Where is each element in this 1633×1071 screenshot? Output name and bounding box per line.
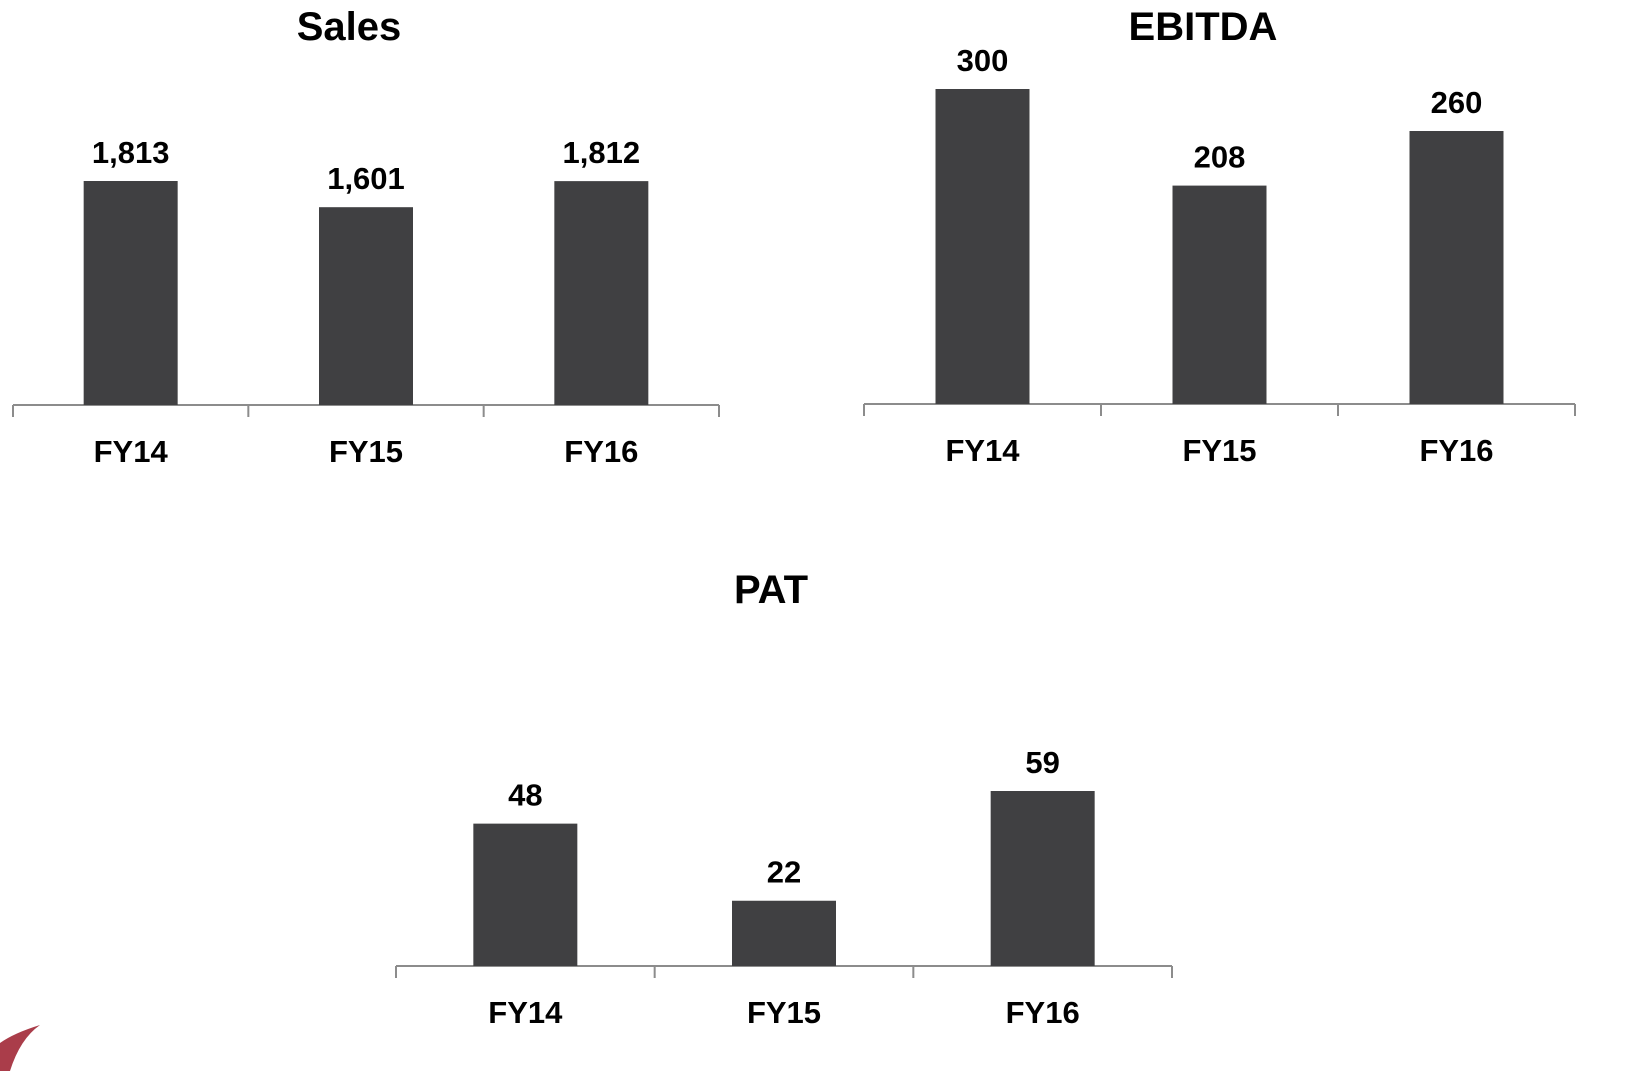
ebitda-chart-title: EBITDA (1129, 5, 1278, 49)
pat-value-label: 59 (1025, 745, 1059, 780)
ebitda-category-label: FY15 (1182, 433, 1256, 468)
ebitda-value-label: 208 (1194, 140, 1246, 175)
ebitda-bar-fy16 (1409, 131, 1504, 404)
ebitda-chart: EBITDA 300 FY14 208 FY15 260 FY16 (863, 5, 1576, 468)
sales-category-label: FY16 (564, 434, 638, 469)
sales-bar-fy16 (554, 181, 649, 405)
pat-category-label: FY16 (1006, 995, 1080, 1030)
pat-bar-fy16 (990, 791, 1095, 966)
ebitda-value-label: 260 (1431, 85, 1483, 120)
pat-value-label: 48 (508, 778, 542, 813)
ebitda-value-label: 300 (957, 43, 1009, 78)
pat-category-label: FY15 (747, 995, 821, 1030)
ebitda-bar-fy15 (1172, 185, 1267, 404)
sales-bar-fy15 (319, 207, 413, 405)
pat-value-label: 22 (767, 855, 801, 890)
corner-swoosh-decoration (0, 1025, 40, 1071)
sales-chart-title: Sales (297, 5, 402, 49)
ebitda-bar-fy14 (935, 89, 1030, 404)
sales-value-label: 1,812 (563, 135, 641, 170)
pat-chart-title: PAT (734, 568, 808, 612)
sales-chart: Sales 1,813 FY14 1,601 FY15 1,812 FY16 (12, 5, 720, 469)
sales-category-label: FY14 (94, 434, 169, 469)
ebitda-category-label: FY16 (1419, 433, 1493, 468)
pat-chart: PAT 48 FY14 22 FY15 59 FY16 (395, 568, 1173, 1030)
pat-bar-fy15 (732, 900, 836, 966)
pat-category-label: FY14 (488, 995, 563, 1030)
ebitda-category-label: FY14 (945, 433, 1020, 468)
sales-category-label: FY15 (329, 434, 403, 469)
pat-bar-fy14 (473, 823, 578, 966)
sales-value-label: 1,813 (92, 135, 170, 170)
sales-bar-fy14 (83, 181, 178, 405)
sales-value-label: 1,601 (327, 161, 405, 196)
